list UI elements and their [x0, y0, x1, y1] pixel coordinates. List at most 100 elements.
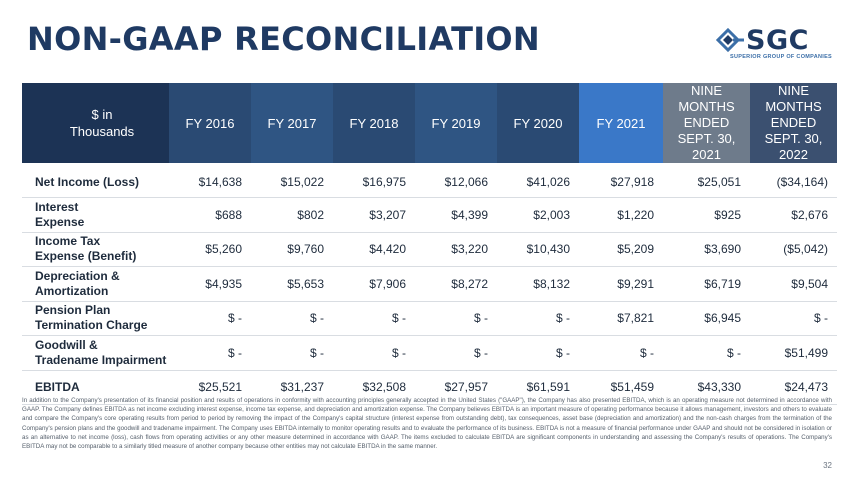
header-unit-line: Thousands	[69, 124, 135, 139]
table-cell: $ -	[415, 301, 497, 336]
row-label-line: Interest	[35, 199, 79, 214]
logo-tagline: SUPERIOR GROUP OF COMPANIES	[730, 54, 833, 60]
table-row: Income Tax Expense (Benefit) $5,260 $9,760 $…	[22, 232, 837, 267]
table-cell: $51,459	[579, 370, 663, 405]
table-row: Net Income (Loss) $14,638 $15,022 $16,975 $1…	[22, 163, 837, 198]
table-cell: $15,022	[251, 163, 333, 198]
row-label-line: Goodwill &	[35, 337, 98, 352]
table-cell: $14,638	[169, 163, 251, 198]
row-label-line: Amortization	[35, 283, 109, 298]
table-cell: $6,945	[663, 301, 750, 336]
table-cell: $ -	[497, 301, 579, 336]
table-cell: $ -	[169, 335, 251, 371]
table-cell: $25,051	[663, 163, 750, 198]
table-cell: $24,473	[750, 370, 837, 405]
non-gaap-reconciliation-table: $ in Thousands FY 2016 FY 2017 FY 2018 F…	[22, 83, 837, 405]
column-header-fy2019: FY 2019	[415, 83, 497, 163]
table-row: Pension Plan Termination Charge $ - $ - $ - $…	[22, 301, 837, 336]
sgc-diamond-logo-icon	[716, 28, 744, 53]
header-line: SEPT. 30, 2022	[764, 131, 823, 162]
table-cell: $ -	[497, 335, 579, 371]
table-cell: $10,430	[497, 232, 579, 267]
row-label: Income Tax Expense (Benefit)	[22, 232, 169, 267]
table-cell: $ -	[251, 335, 333, 371]
ebitda-footnote: In addition to the Company's presentatio…	[22, 397, 832, 451]
table-cell: $7,821	[579, 301, 663, 336]
table-cell: $16,975	[333, 163, 415, 198]
logo-wordmark: SGC	[746, 25, 809, 56]
column-header-fy2016: FY 2016	[169, 83, 251, 163]
table-cell: $9,504	[750, 266, 837, 302]
table-cell: $43,330	[663, 370, 750, 405]
table-cell: $3,220	[415, 232, 497, 267]
header-unit-line: $ in	[91, 107, 113, 122]
table-cell: $12,066	[415, 163, 497, 198]
table-cell: $802	[251, 197, 333, 233]
header-line: NINE MONTHS	[765, 83, 822, 114]
table-cell: $5,209	[579, 232, 663, 267]
table-cell: $61,591	[497, 370, 579, 405]
row-label: Depreciation & Amortization	[22, 266, 169, 302]
table-cell: $1,220	[579, 197, 663, 233]
company-logo: SGC SUPERIOR GROUP OF COMPANIES	[716, 25, 833, 64]
row-label: EBITDA	[22, 370, 169, 405]
row-label-line: Tradename Impairment	[35, 352, 167, 367]
column-header-nine-months-2022: NINE MONTHS ENDED SEPT. 30, 2022	[750, 83, 837, 163]
row-label: Interest Expense	[22, 197, 169, 233]
table-cell: $ -	[333, 335, 415, 371]
row-label-line: EBITDA	[35, 379, 80, 394]
table-cell: $4,399	[415, 197, 497, 233]
row-label-line: Expense	[35, 214, 85, 229]
table-cell: $2,676	[750, 197, 837, 233]
column-header-fy2017: FY 2017	[251, 83, 333, 163]
row-label-line: Expense (Benefit)	[35, 249, 137, 264]
table-header-row: $ in Thousands FY 2016 FY 2017 FY 2018 F…	[22, 83, 837, 163]
table-cell: $ -	[333, 301, 415, 336]
column-header-nine-months-2021: NINE MONTHS ENDED SEPT. 30, 2021	[663, 83, 750, 163]
row-label-line: Pension Plan	[35, 303, 111, 318]
table-cell: $ -	[251, 301, 333, 336]
row-label-line: Income Tax	[35, 234, 101, 249]
table-cell: ($5,042)	[750, 232, 837, 267]
table-cell: ($34,164)	[750, 163, 837, 198]
table-body: Net Income (Loss) $14,638 $15,022 $16,975 $1…	[22, 163, 837, 405]
table-cell: $32,508	[333, 370, 415, 405]
header-unit-label: $ in Thousands	[22, 83, 169, 163]
header-line: ENDED	[683, 115, 730, 130]
table-cell: $4,935	[169, 266, 251, 302]
table-cell: $ -	[415, 335, 497, 371]
table-row: Interest Expense $688 $802 $3,207 $4,399 $2,00…	[22, 197, 837, 233]
table-cell: $27,957	[415, 370, 497, 405]
table-cell: $3,207	[333, 197, 415, 233]
table-cell: $ -	[750, 301, 837, 336]
table-cell: $ -	[663, 335, 750, 371]
table-row: EBITDA $25,521 $31,237 $32,508 $27,957 $61,59…	[22, 370, 837, 405]
table-cell: $688	[169, 197, 251, 233]
table-row: Goodwill & Tradename Impairment $ - $ - $ - $…	[22, 335, 837, 371]
header-line: SEPT. 30, 2021	[677, 131, 736, 162]
page-title: NON-GAAP RECONCILIATION	[27, 20, 540, 58]
table-cell: $27,918	[579, 163, 663, 198]
page-number: 32	[823, 461, 832, 470]
column-header-fy2021: FY 2021	[579, 83, 663, 163]
table-cell: $3,690	[663, 232, 750, 267]
table-cell: $9,291	[579, 266, 663, 302]
table-cell: $ -	[579, 335, 663, 371]
table-cell: $8,132	[497, 266, 579, 302]
table-cell: $4,420	[333, 232, 415, 267]
table-cell: $5,653	[251, 266, 333, 302]
table-cell: $6,719	[663, 266, 750, 302]
row-label-line: Termination Charge	[35, 318, 148, 333]
table-cell: $5,260	[169, 232, 251, 267]
table-cell: $7,906	[333, 266, 415, 302]
table-cell: $51,499	[750, 335, 837, 371]
header-line: ENDED	[770, 115, 817, 130]
table-cell: $2,003	[497, 197, 579, 233]
table-cell: $25,521	[169, 370, 251, 405]
table-cell: $9,760	[251, 232, 333, 267]
table-cell: $8,272	[415, 266, 497, 302]
column-header-fy2018: FY 2018	[333, 83, 415, 163]
table-cell: $925	[663, 197, 750, 233]
row-label: Net Income (Loss)	[22, 163, 169, 198]
row-label: Pension Plan Termination Charge	[22, 301, 169, 336]
